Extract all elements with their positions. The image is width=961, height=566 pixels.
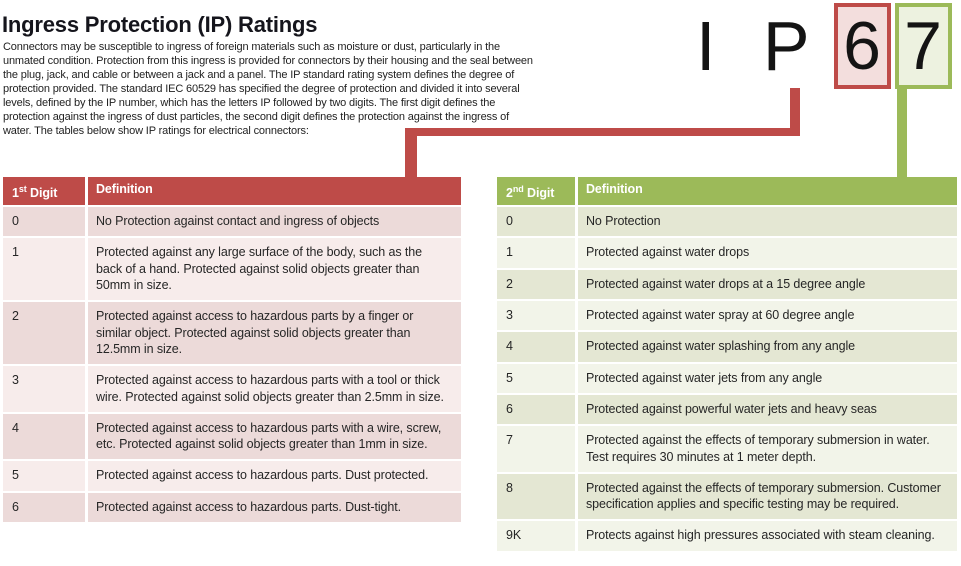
definition-cell: Protected against water drops xyxy=(575,238,957,268)
definition-cell: Protected against access to hazardous pa… xyxy=(85,492,461,523)
intro-paragraph: Connectors may be susceptible to ingress… xyxy=(3,41,533,137)
table-header-row: 1st Digit Definition xyxy=(3,177,461,206)
table-row: 1 Protected against water drops xyxy=(497,236,957,268)
second-digit-box: 7 xyxy=(894,3,952,89)
definition-cell: No Protection against contact and ingres… xyxy=(85,207,461,237)
digit-cell: 8 xyxy=(506,480,513,495)
first-digit-table: 1st Digit Definition 0 No Protection agai… xyxy=(3,177,461,523)
table-row: 4 Protected against access to hazardous p… xyxy=(3,411,461,460)
second-digit-table: 2nd Digit Definition 0 No Protection 1 Prot… xyxy=(497,177,957,551)
table-row: 3 Protected against access to hazardous p… xyxy=(3,364,461,412)
definition-cell: Protected against access to hazardous pa… xyxy=(85,366,461,412)
table-row: 5 Protected against access to hazardous p… xyxy=(3,459,461,491)
ip-rating-badge: I P 6 7 xyxy=(696,3,952,91)
table-row: 6 Protected against powerful water jets a… xyxy=(497,392,957,425)
table-row: 4 Protected against water splashing from … xyxy=(497,330,957,362)
definition-cell: Protected against access to hazardous pa… xyxy=(85,302,461,365)
table-header-row: 2nd Digit Definition xyxy=(497,177,957,206)
first-digit-box: 6 xyxy=(833,3,891,89)
table-row: 7 Protected against the effects of tempor… xyxy=(497,424,957,472)
definition-cell: No Protection xyxy=(575,207,957,237)
ip-prefix-letters: I P xyxy=(696,7,824,85)
digit-cell: 3 xyxy=(506,308,513,323)
table-row: 2 Protected against water drops at a 15 d… xyxy=(497,267,957,300)
definition-cell: Protects against high pressures associat… xyxy=(575,521,957,551)
digit-cell: 0 xyxy=(12,214,19,229)
definition-cell: Protected against any large surface of t… xyxy=(85,238,461,301)
digit-cell: 6 xyxy=(506,401,513,416)
definition-cell: Protected against access to hazardous pa… xyxy=(85,413,461,460)
digit-cell: 0 xyxy=(506,214,513,229)
digit-cell: 2 xyxy=(506,276,513,291)
table-row: 1 Protected against any large surface of … xyxy=(3,236,461,301)
table-row: 8 Protected against the effects of tempor… xyxy=(497,471,957,520)
table-row: 0 No Protection against contact and ingre… xyxy=(3,205,461,237)
definition-cell: Protected against the effects of tempora… xyxy=(575,473,957,520)
definition-column-header: Definition xyxy=(85,177,461,206)
table-row: 2 Protected against access to hazardous p… xyxy=(3,300,461,365)
table-row: 3 Protected against water spray at 60 deg… xyxy=(497,299,957,331)
digit-cell: 5 xyxy=(12,468,19,483)
digit-cell: 4 xyxy=(12,420,19,435)
red-connector-horizontal-icon xyxy=(405,128,800,136)
digit-cell: 4 xyxy=(506,339,513,354)
definition-cell: Protected against water jets from any an… xyxy=(575,363,957,393)
digit-cell: 2 xyxy=(12,309,19,324)
digit-cell: 5 xyxy=(506,370,513,385)
table-body: 0 No Protection against contact and ingre… xyxy=(3,205,461,523)
definition-column-header: Definition xyxy=(575,177,957,206)
table-row: 0 No Protection xyxy=(497,205,957,237)
digit-column-header: 1st Digit xyxy=(12,184,58,201)
digit-cell: 9K xyxy=(506,528,522,543)
definition-cell: Protected against water spray at 60 degr… xyxy=(575,301,957,331)
definition-cell: Protected against the effects of tempora… xyxy=(575,426,957,472)
definition-cell: Protected against powerful water jets an… xyxy=(575,394,957,425)
definition-cell: Protected against access to hazardous pa… xyxy=(85,461,461,491)
table-row: 5 Protected against water jets from any a… xyxy=(497,361,957,393)
definition-cell: Protected against water drops at a 15 de… xyxy=(575,269,957,300)
digit-column-header: 2nd Digit xyxy=(506,184,555,201)
red-connector-vertical-icon xyxy=(790,88,800,136)
table-row: 9K Protects against high pressures associ… xyxy=(497,519,957,551)
digit-cell: 3 xyxy=(12,373,19,388)
page-title: Ingress Protection (IP) Ratings xyxy=(2,11,318,37)
table-body: 0 No Protection 1 Protected against water d… xyxy=(497,205,957,551)
digit-cell: 1 xyxy=(506,245,513,260)
definition-cell: Protected against water splashing from a… xyxy=(575,332,957,362)
table-row: 6 Protected against access to hazardous p… xyxy=(3,490,461,523)
red-connector-stub-icon xyxy=(405,128,417,178)
digit-cell: 1 xyxy=(12,245,19,260)
digit-cell: 7 xyxy=(506,433,513,448)
green-connector-vertical-icon xyxy=(897,88,907,180)
digit-cell: 6 xyxy=(12,499,19,514)
